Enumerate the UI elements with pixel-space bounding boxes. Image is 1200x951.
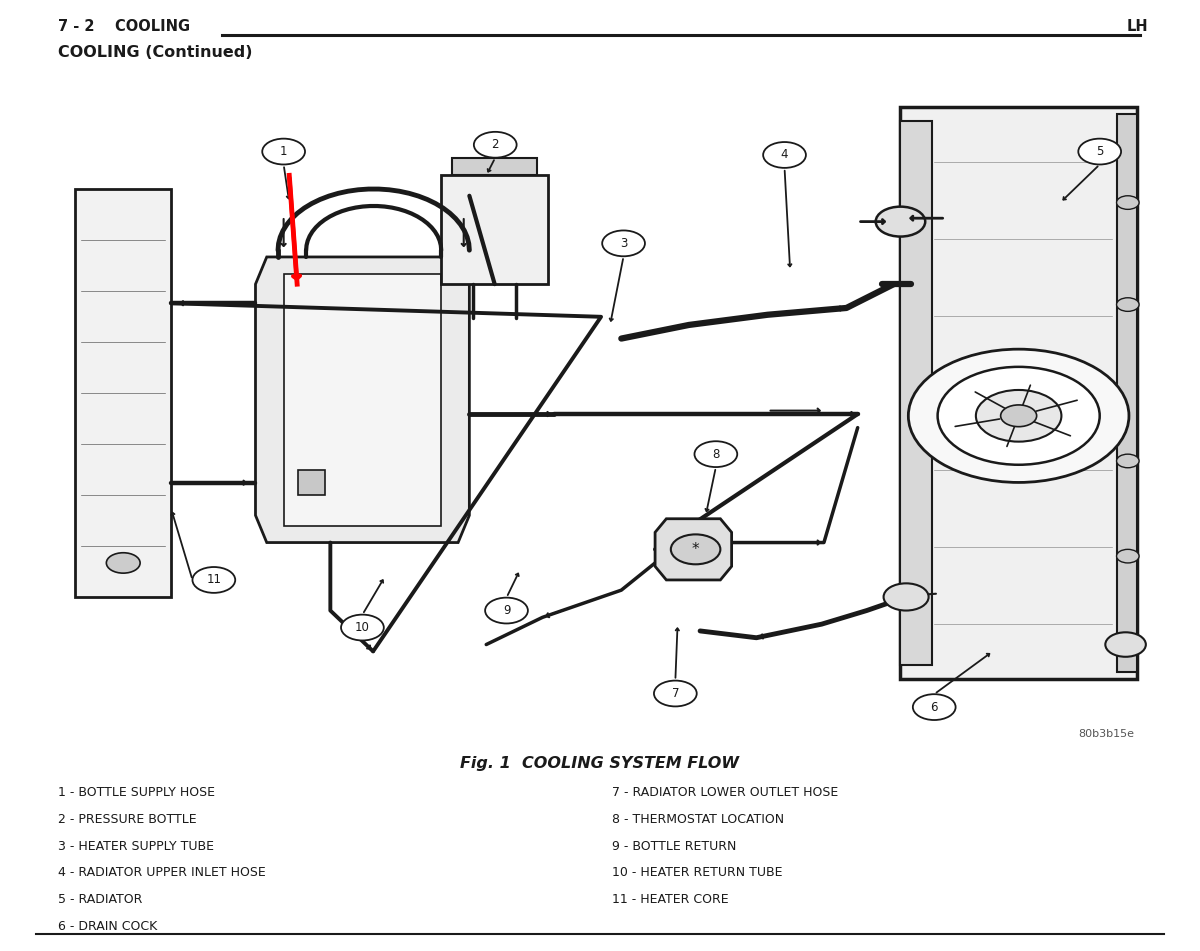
Polygon shape [655, 518, 732, 580]
Ellipse shape [883, 583, 929, 611]
Text: 3: 3 [620, 237, 628, 250]
FancyBboxPatch shape [452, 159, 536, 175]
Ellipse shape [1105, 632, 1146, 657]
Ellipse shape [695, 441, 737, 467]
Text: 7: 7 [672, 687, 679, 700]
Ellipse shape [602, 230, 644, 256]
Text: 8: 8 [712, 448, 720, 460]
Text: 4 - RADIATOR UPPER INLET HOSE: 4 - RADIATOR UPPER INLET HOSE [58, 866, 265, 880]
FancyBboxPatch shape [900, 121, 932, 665]
Text: 7 - 2    COOLING: 7 - 2 COOLING [58, 19, 190, 34]
Text: 9: 9 [503, 604, 510, 617]
Ellipse shape [671, 534, 720, 564]
Text: 4: 4 [781, 148, 788, 162]
Ellipse shape [908, 349, 1129, 482]
FancyBboxPatch shape [442, 175, 548, 284]
Text: 80b3b15e: 80b3b15e [1078, 729, 1134, 739]
Text: 1: 1 [280, 146, 287, 158]
Text: *: * [691, 542, 700, 557]
Text: COOLING (Continued): COOLING (Continued) [58, 45, 252, 60]
Text: 6 - DRAIN COCK: 6 - DRAIN COCK [58, 920, 157, 933]
Ellipse shape [1116, 196, 1139, 209]
Ellipse shape [474, 132, 517, 158]
Text: LH: LH [1127, 19, 1148, 34]
Ellipse shape [107, 553, 140, 573]
Ellipse shape [913, 694, 955, 720]
Ellipse shape [876, 206, 925, 237]
Ellipse shape [1001, 405, 1037, 427]
Text: 2: 2 [492, 138, 499, 151]
Text: 1 - BOTTLE SUPPLY HOSE: 1 - BOTTLE SUPPLY HOSE [58, 786, 215, 800]
Text: 10: 10 [355, 621, 370, 634]
Polygon shape [256, 257, 469, 542]
Text: 5 - RADIATOR: 5 - RADIATOR [58, 893, 142, 906]
Text: Fig. 1  COOLING SYSTEM FLOW: Fig. 1 COOLING SYSTEM FLOW [461, 756, 739, 771]
Text: 5: 5 [1096, 146, 1103, 158]
Ellipse shape [1116, 298, 1139, 311]
Text: 7 - RADIATOR LOWER OUTLET HOSE: 7 - RADIATOR LOWER OUTLET HOSE [612, 786, 839, 800]
FancyBboxPatch shape [900, 107, 1136, 679]
Ellipse shape [763, 142, 806, 168]
Text: 3 - HEATER SUPPLY TUBE: 3 - HEATER SUPPLY TUBE [58, 840, 214, 853]
FancyBboxPatch shape [76, 189, 172, 597]
Ellipse shape [1116, 550, 1139, 563]
Text: 10 - HEATER RETURN TUBE: 10 - HEATER RETURN TUBE [612, 866, 782, 880]
Ellipse shape [485, 597, 528, 624]
Ellipse shape [192, 567, 235, 592]
Ellipse shape [937, 367, 1099, 465]
Ellipse shape [1079, 139, 1121, 165]
Ellipse shape [654, 681, 697, 707]
Text: 11 - HEATER CORE: 11 - HEATER CORE [612, 893, 728, 906]
Ellipse shape [976, 390, 1062, 441]
Text: 2 - PRESSURE BOTTLE: 2 - PRESSURE BOTTLE [58, 813, 197, 826]
Text: 6: 6 [930, 701, 938, 713]
Ellipse shape [263, 139, 305, 165]
Text: 11: 11 [206, 573, 221, 587]
Ellipse shape [341, 614, 384, 640]
Text: 9 - BOTTLE RETURN: 9 - BOTTLE RETURN [612, 840, 737, 853]
FancyBboxPatch shape [299, 471, 325, 495]
FancyBboxPatch shape [1116, 114, 1136, 671]
Ellipse shape [1116, 455, 1139, 468]
FancyBboxPatch shape [283, 274, 442, 526]
Text: 8 - THERMOSTAT LOCATION: 8 - THERMOSTAT LOCATION [612, 813, 784, 826]
